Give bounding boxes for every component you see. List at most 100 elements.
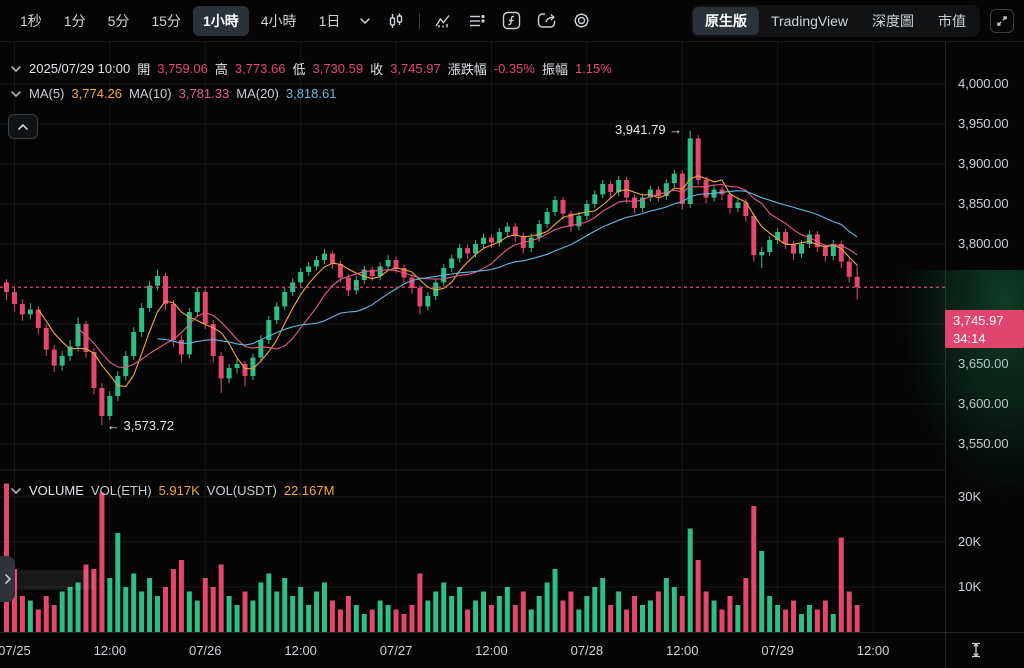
volume-bar bbox=[647, 600, 653, 632]
candle-body bbox=[616, 180, 622, 192]
interval-4h-button[interactable]: 4小時 bbox=[251, 6, 307, 36]
toolbar-divider bbox=[419, 12, 421, 29]
volume-bar bbox=[67, 587, 73, 632]
candle-body bbox=[91, 352, 97, 388]
candle-body bbox=[282, 292, 288, 307]
candlestick-chart[interactable] bbox=[0, 42, 945, 632]
candle-body bbox=[512, 226, 518, 236]
pane-collapse-chevron-up-button[interactable] bbox=[8, 114, 38, 139]
candle-body bbox=[155, 276, 161, 286]
ma10-line bbox=[77, 184, 858, 369]
close-value: 3,745.97 bbox=[390, 61, 441, 76]
drawer-toggle-chevron-right-handle[interactable] bbox=[0, 556, 15, 602]
interval-1m-button[interactable]: 1分 bbox=[54, 6, 96, 36]
candle-body bbox=[806, 234, 812, 244]
volume-bar bbox=[290, 596, 296, 632]
interval-1d-button[interactable]: 1日 bbox=[309, 6, 351, 36]
volume-bar bbox=[250, 600, 256, 632]
volume-bar bbox=[131, 573, 137, 632]
candle-body bbox=[218, 356, 224, 379]
volume-bar bbox=[632, 596, 638, 632]
time-axis-label: 07/29 bbox=[761, 643, 794, 658]
candle-body bbox=[655, 189, 661, 196]
candle-body bbox=[727, 194, 733, 208]
time-axis[interactable]: 07/25 12:00 07/26 12:00 07/27 12:00 07/28 12:00… bbox=[0, 632, 1024, 668]
time-axis-label: 12:00 bbox=[284, 643, 317, 658]
volume-bar bbox=[679, 596, 685, 632]
volume-bar bbox=[417, 573, 423, 632]
candle-body bbox=[520, 236, 526, 248]
candle-body bbox=[250, 357, 256, 376]
low-price-annotation: ← 3,573.72 bbox=[106, 418, 175, 434]
open-label: 開 bbox=[137, 62, 151, 77]
candle-body bbox=[242, 364, 248, 376]
volume-bar bbox=[51, 605, 57, 632]
fullscreen-expand-icon[interactable] bbox=[990, 8, 1014, 33]
volume-bar bbox=[35, 609, 41, 632]
tab-market-cap[interactable]: 市值 bbox=[926, 7, 978, 35]
candle-body bbox=[314, 260, 320, 267]
candle-body bbox=[51, 349, 57, 366]
candle-body bbox=[306, 266, 312, 272]
collapsed-panel-ghost bbox=[12, 570, 94, 590]
vol-eth-value: 5.917K bbox=[158, 483, 200, 498]
interval-1h-button[interactable]: 1小時 bbox=[192, 5, 249, 36]
candle-body bbox=[337, 264, 343, 278]
volume-bar bbox=[170, 569, 176, 632]
volume-axis-label: 30K bbox=[958, 489, 982, 504]
amplitude-label: 振幅 bbox=[541, 62, 568, 77]
volume-axis-label: 20K bbox=[958, 534, 982, 549]
ma-collapse-chevron-down-icon[interactable] bbox=[10, 90, 22, 98]
volume-bar bbox=[775, 605, 781, 632]
interval-1s-button[interactable]: 1秒 bbox=[10, 6, 52, 36]
price-axis[interactable]: 3,745.97 34:14 4,000.00 3,950.00 3,900.00 3… bbox=[945, 42, 1024, 632]
volume-bar bbox=[838, 537, 844, 632]
display-settings-icon[interactable] bbox=[461, 8, 493, 34]
interval-15m-button[interactable]: 15分 bbox=[141, 6, 191, 36]
volume-bar bbox=[624, 609, 630, 632]
interval-5m-button[interactable]: 5分 bbox=[98, 6, 140, 36]
volume-bar bbox=[258, 582, 264, 632]
volume-bar bbox=[735, 605, 741, 632]
volume-bar bbox=[584, 596, 590, 632]
indicator-icon[interactable] bbox=[427, 8, 459, 34]
volume-bar bbox=[377, 600, 383, 632]
share-icon[interactable] bbox=[530, 7, 563, 34]
price-axis-label: 3,550.00 bbox=[958, 436, 1009, 451]
candle-body bbox=[393, 260, 399, 268]
candle-body bbox=[608, 184, 614, 192]
tab-native-version[interactable]: 原生版 bbox=[692, 6, 759, 35]
axis-separator bbox=[945, 42, 946, 668]
price-axis-label: 3,950.00 bbox=[958, 116, 1009, 131]
candle-body bbox=[775, 232, 781, 240]
tab-depth-chart[interactable]: 深度圖 bbox=[860, 7, 926, 35]
volume-bar bbox=[218, 564, 224, 632]
candle-body bbox=[234, 364, 240, 368]
volume-bar bbox=[520, 591, 526, 632]
ma20-line bbox=[157, 190, 858, 346]
volume-axis-label: 10K bbox=[958, 579, 982, 594]
tab-tradingview[interactable]: TradingView bbox=[759, 9, 860, 33]
time-axis-label: 07/25 bbox=[0, 643, 31, 658]
candlestick-style-icon[interactable] bbox=[380, 8, 412, 34]
ma5-line bbox=[37, 175, 858, 387]
candle-body bbox=[361, 269, 367, 280]
candle-body bbox=[791, 244, 797, 254]
collapse-chevron-down-icon[interactable] bbox=[10, 65, 22, 73]
volume-bar bbox=[576, 609, 582, 632]
candle-body bbox=[600, 184, 606, 195]
candle-body bbox=[735, 202, 741, 208]
volume-bar bbox=[504, 587, 510, 632]
volume-bar bbox=[496, 596, 502, 632]
price-scale-icon[interactable] bbox=[968, 641, 984, 664]
candle-body bbox=[560, 200, 566, 214]
settings-gear-icon[interactable] bbox=[565, 7, 598, 34]
volume-collapse-chevron-down-icon[interactable] bbox=[10, 487, 22, 495]
volume-bar bbox=[282, 578, 288, 632]
candle-body bbox=[695, 138, 701, 180]
formula-icon[interactable] bbox=[495, 7, 528, 34]
volume-bar bbox=[830, 614, 836, 632]
candle-body bbox=[385, 260, 391, 267]
interval-more-chevron-down-icon[interactable] bbox=[352, 13, 378, 29]
